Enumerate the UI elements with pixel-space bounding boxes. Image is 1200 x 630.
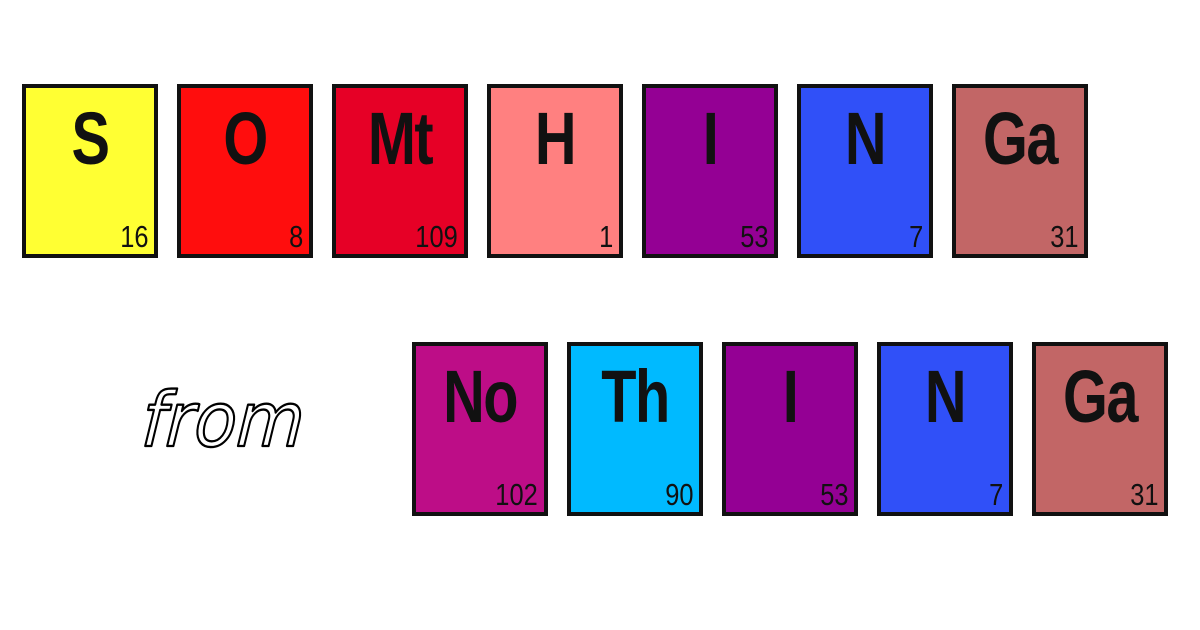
element-symbol: O <box>223 97 268 180</box>
element-symbol: Ga <box>983 97 1058 180</box>
element-tile-n: N 7 <box>797 84 933 258</box>
element-symbol: I <box>782 355 799 438</box>
from-handwritten-svg: from <box>142 376 308 466</box>
element-tile-no: No 102 <box>412 342 548 516</box>
element-tile-i: I 53 <box>642 84 778 258</box>
element-symbol: Ga <box>1063 355 1138 438</box>
atomic-number: 7 <box>988 477 1003 512</box>
element-symbol: S <box>71 97 111 180</box>
atomic-number: 31 <box>1049 219 1078 254</box>
atomic-number: 90 <box>664 477 693 512</box>
word-something-row: S 16 O 8 Mt 109 H 1 I 53 N 7 Ga 31 <box>22 84 1088 258</box>
element-tile-n: N 7 <box>877 342 1013 516</box>
element-tile-mt: Mt 109 <box>332 84 468 258</box>
atomic-number: 8 <box>288 219 303 254</box>
element-tile-s: S 16 <box>22 84 158 258</box>
from-handwritten-text: from <box>142 362 342 472</box>
atomic-number: 53 <box>819 477 848 512</box>
element-tile-i: I 53 <box>722 342 858 516</box>
atomic-number: 16 <box>119 219 148 254</box>
element-tile-ga: Ga 31 <box>952 84 1088 258</box>
element-symbol: N <box>924 355 967 438</box>
atomic-number: 7 <box>908 219 923 254</box>
atomic-number: 1 <box>598 219 613 254</box>
element-tile-th: Th 90 <box>567 342 703 516</box>
from-text: from <box>142 377 307 465</box>
word-nothing-row: No 102 Th 90 I 53 N 7 Ga 31 <box>412 342 1168 516</box>
element-symbol: Mt <box>367 97 434 180</box>
atomic-number: 102 <box>495 477 538 512</box>
element-tile-ga: Ga 31 <box>1032 342 1168 516</box>
element-tile-h: H 1 <box>487 84 623 258</box>
element-symbol: I <box>702 97 719 180</box>
element-symbol: N <box>844 97 887 180</box>
element-symbol: Th <box>601 355 670 438</box>
atomic-number: 31 <box>1129 477 1158 512</box>
atomic-number: 109 <box>415 219 458 254</box>
element-symbol: No <box>443 355 518 438</box>
element-tile-o: O 8 <box>177 84 313 258</box>
atomic-number: 53 <box>739 219 768 254</box>
element-symbol: H <box>534 97 577 180</box>
